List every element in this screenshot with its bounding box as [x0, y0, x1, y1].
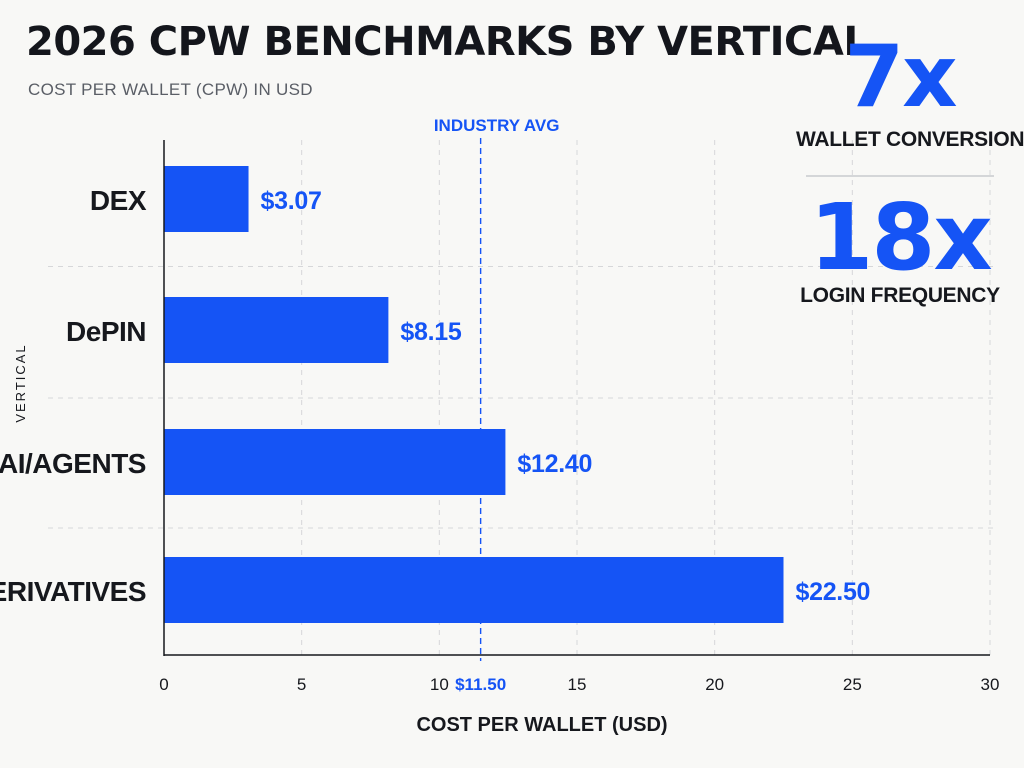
category-label: DEX — [90, 185, 147, 216]
login-frequency-stat-label: LOGIN FREQUENCY — [800, 284, 1000, 307]
x-tick-label: 10 — [430, 675, 449, 694]
bar — [164, 166, 249, 232]
x-tick-label: 15 — [568, 675, 587, 694]
x-tick-label: 30 — [981, 675, 1000, 694]
category-label: DePIN — [66, 316, 146, 347]
x-axis-title: COST PER WALLET (USD) — [416, 714, 667, 736]
bar-value-label: $22.50 — [796, 578, 871, 606]
chart-title: 2026 CPW BENCHMARKS BY VERTICAL — [26, 19, 869, 65]
chart-subtitle: COST PER WALLET (CPW) IN USD — [28, 80, 313, 99]
wallet-conversion-stat-value: 7x — [844, 27, 957, 127]
x-tick-label: 20 — [705, 675, 724, 694]
stat-divider — [806, 175, 994, 177]
x-tick-label: 25 — [843, 675, 862, 694]
axes: 0 5 10 15 20 25 30 $11.50 COST PER WALLET (USD) V… — [13, 140, 999, 736]
wallet-conversion-stat-label: WALLET CONVERSION — [796, 128, 1024, 151]
bars — [164, 166, 784, 623]
bar-value-label: $12.40 — [517, 450, 592, 478]
bar-value-label: $8.15 — [400, 318, 461, 346]
labels: DEX $3.07 DePIN $8.15 AI/AGENTS $12.40 DERIVAT… — [0, 185, 870, 607]
login-frequency-stat-value: 18x — [809, 184, 992, 291]
bar — [164, 429, 506, 495]
bar — [164, 557, 784, 623]
bar — [164, 297, 389, 363]
grid-lines — [48, 140, 994, 655]
category-label: DERIVATIVES — [0, 576, 146, 607]
industry-average-tick-label: $11.50 — [455, 675, 506, 694]
category-label: AI/AGENTS — [0, 448, 146, 479]
x-tick-label: 5 — [297, 675, 306, 694]
x-tick-label: 0 — [159, 675, 168, 694]
y-axis-title: VERTICAL — [13, 343, 28, 422]
industry-average-label: INDUSTRY AVG — [434, 116, 560, 135]
bar-value-label: $3.07 — [261, 187, 322, 215]
